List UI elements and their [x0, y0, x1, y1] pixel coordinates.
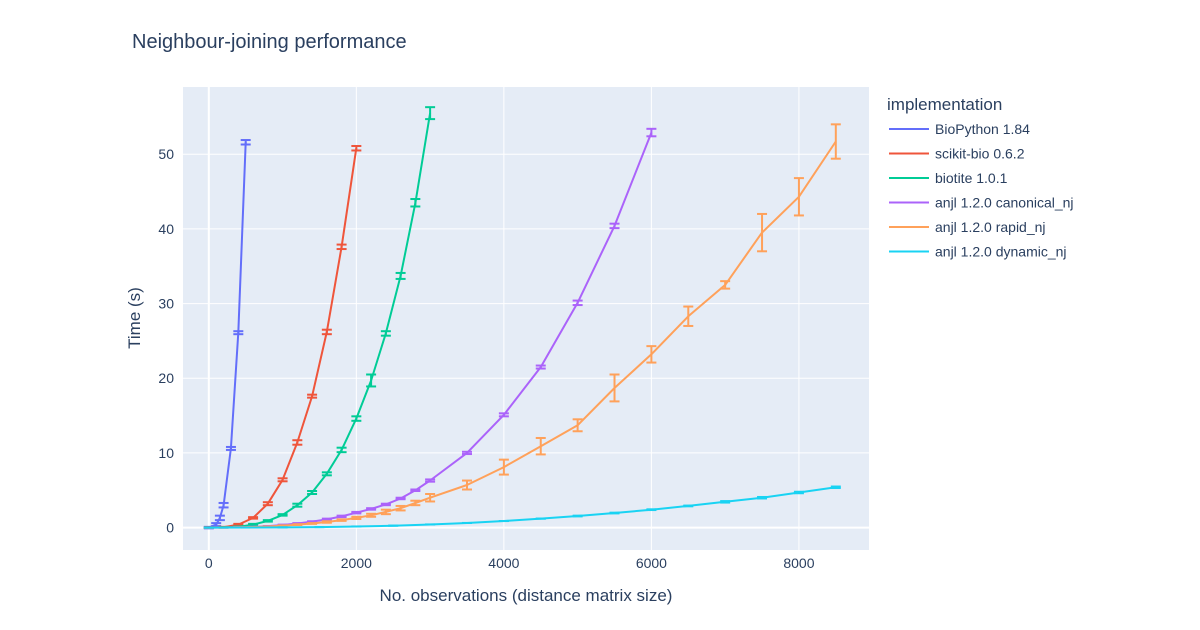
- x-tick-label: 6000: [636, 555, 667, 571]
- legend-label: anjl 1.2.0 dynamic_nj: [935, 244, 1067, 260]
- series-line: [208, 140, 837, 529]
- series-line: [208, 142, 247, 529]
- x-tick-label: 0: [205, 555, 213, 571]
- legend-item: BioPython 1.84: [889, 121, 1030, 137]
- series-3: [203, 106, 436, 529]
- series-6: [203, 485, 841, 529]
- legend-label: scikit-bio 0.6.2: [935, 146, 1025, 162]
- series-line: [208, 486, 836, 529]
- legend-item: biotite 1.0.1: [889, 170, 1008, 186]
- x-tick-label: 8000: [783, 555, 814, 571]
- legend-label: anjl 1.2.0 canonical_nj: [935, 195, 1074, 211]
- series-2: [203, 144, 362, 529]
- x-axis-title: No. observations (distance matrix size): [380, 586, 673, 605]
- y-tick-label: 40: [158, 221, 174, 237]
- plot-area: [183, 87, 869, 550]
- legend-item: anjl 1.2.0 rapid_nj: [889, 219, 1046, 235]
- series-group: [203, 106, 841, 530]
- axis-ticks: 0 2000 4000 6000 8000 0 10 20 30 40 50: [158, 146, 814, 571]
- y-tick-label: 20: [158, 370, 174, 386]
- legend-item: anjl 1.2.0 canonical_nj: [889, 195, 1074, 211]
- series-1: [203, 139, 251, 530]
- chart-title: Neighbour-joining performance: [132, 31, 407, 53]
- y-tick-label: 10: [158, 445, 174, 461]
- legend: implementation BioPython 1.84 scikit-bio …: [887, 95, 1074, 260]
- y-tick-label: 0: [166, 520, 174, 536]
- series-line: [208, 112, 432, 529]
- legend-label: anjl 1.2.0 rapid_nj: [935, 219, 1046, 235]
- legend-item: anjl 1.2.0 dynamic_nj: [889, 244, 1067, 260]
- grid: [183, 87, 869, 550]
- x-tick-label: 4000: [488, 555, 519, 571]
- y-tick-label: 30: [158, 296, 174, 312]
- legend-title: implementation: [887, 95, 1002, 114]
- y-axis-title: Time (s): [125, 287, 144, 349]
- series-line: [208, 148, 358, 529]
- legend-item: scikit-bio 0.6.2: [889, 146, 1025, 162]
- legend-label: BioPython 1.84: [935, 121, 1030, 137]
- y-tick-label: 50: [158, 146, 174, 162]
- x-tick-label: 2000: [341, 555, 372, 571]
- legend-label: biotite 1.0.1: [935, 170, 1008, 186]
